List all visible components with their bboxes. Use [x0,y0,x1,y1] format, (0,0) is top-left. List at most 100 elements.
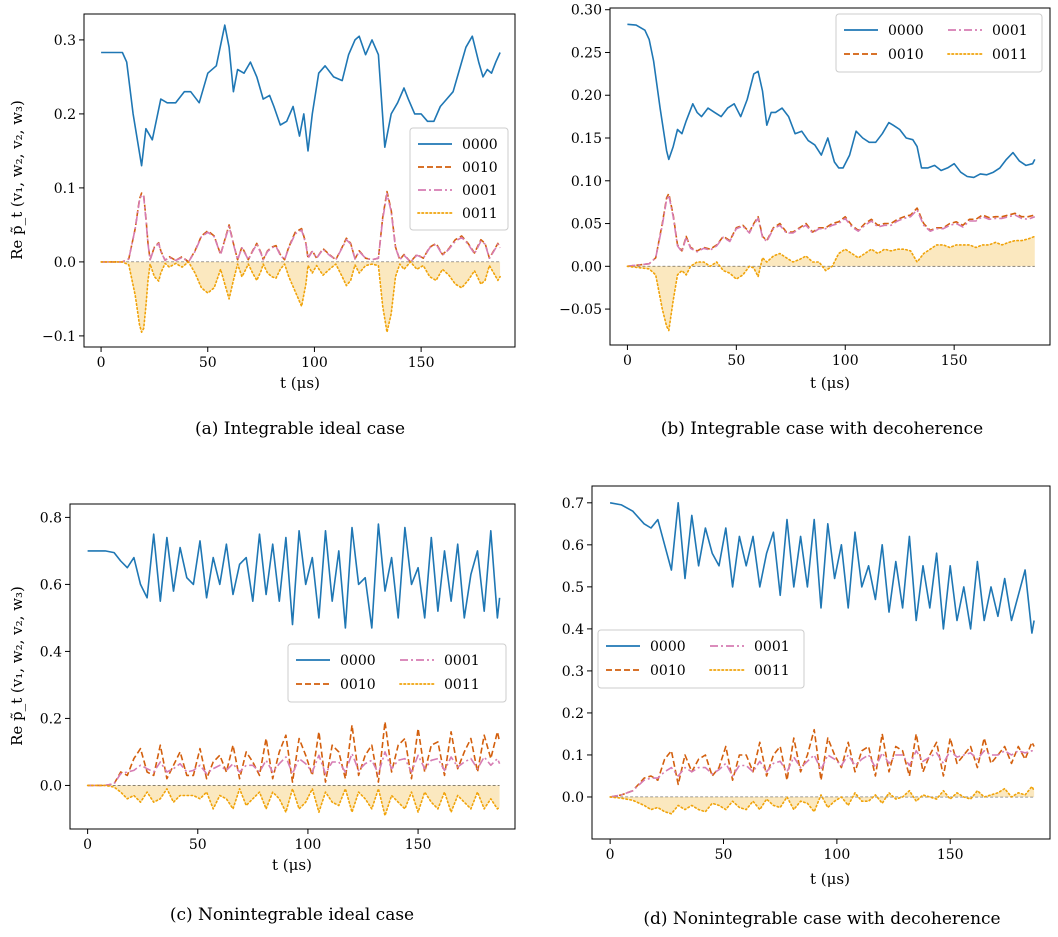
x-axis-label: t (μs) [810,374,850,392]
x-tick-label: 0 [97,355,106,371]
series-line-0011 [86,784,501,817]
y-tick-label: 0.5 [562,580,584,596]
legend-label-0010: 0010 [340,677,376,693]
series-line-0010 [609,728,1035,798]
y-tick-label: 0.20 [571,88,602,104]
y-tick-label: 0.2 [54,107,76,123]
legend-label-0010: 0010 [650,663,686,679]
series-fill-area [627,236,1035,331]
series-line-0001 [101,193,501,263]
x-tick-label: 50 [189,837,207,853]
panel-b: 0 50 100 150 −0.05 0.00 0.05 0.10 0.15 0.20 0.25 0.… [559,3,1051,439]
series-line-0001 [609,750,1035,798]
series-line-0001 [627,194,1036,268]
x-tick-label: 100 [832,353,859,369]
series-line-0011 [100,261,501,333]
x-tick-label: 50 [727,353,745,369]
y-tick-label: −0.05 [559,302,602,318]
x-tick-label: 100 [301,355,328,371]
caption-c: (c) Nonintegrable ideal case [170,905,414,925]
legend [835,13,1043,73]
legend-label-0010: 0010 [462,160,498,176]
panel-d: 0 50 100 150 0.0 0.1 0.2 0.3 0.4 0.5 0.6 0.7 t (μs)… [562,485,1051,929]
legend-label-0001: 0001 [462,183,498,199]
x-tick-label: 0 [623,353,632,369]
legend-label-0000: 0000 [888,23,924,39]
series-line-0011 [626,235,1036,332]
series-line-0000 [627,23,1036,179]
x-axis-label: t (μs) [810,870,850,888]
plot-frame [591,485,1051,840]
series-line-0000 [101,24,501,167]
series-line-0000 [609,502,1035,634]
legend-label-0001: 0001 [992,23,1028,39]
x-tick-label: 150 [408,355,435,371]
y-tick-label: 0.00 [571,259,602,275]
y-tick-label: 0.4 [40,644,62,660]
legend [287,643,507,703]
y-tick-label: 0.15 [571,131,602,147]
y-tick-label: 0.30 [571,3,602,19]
y-tick-label: 0.2 [40,711,62,727]
caption-d: (d) Nonintegrable case with decoherence [643,909,1000,929]
legend [409,127,509,231]
y-tick-label: 0.3 [562,664,584,680]
legend [597,629,805,689]
x-tick-label: 50 [199,355,217,371]
x-tick-label: 0 [606,847,615,863]
y-tick-label: 0.8 [40,510,62,526]
legend-label-0011: 0011 [462,206,498,222]
legend-label-0001: 0001 [754,639,790,655]
plot-frame [69,503,516,830]
series-line-0011 [609,785,1035,815]
legend-label-0011: 0011 [754,663,790,679]
x-tick-label: 150 [941,353,968,369]
x-axis-label: t (μs) [272,856,312,874]
series-fill-area [87,785,500,816]
plot-frame [83,13,516,348]
y-tick-label: 0.3 [54,33,76,49]
x-tick-label: 0 [83,837,92,853]
legend-label-0001: 0001 [444,653,480,669]
y-axis-label: Re p̃_t (v₁, w₂, v₂, w₃) [8,586,26,746]
y-tick-label: −0.1 [42,329,76,345]
x-tick-label: 150 [405,837,432,853]
series-line-0010 [627,192,1035,268]
plot-frame [609,7,1051,346]
y-tick-label: 0.6 [40,577,62,593]
y-tick-label: 0.05 [571,217,602,233]
y-tick-label: 0.1 [562,748,584,764]
x-tick-label: 150 [937,847,964,863]
y-tick-label: 0.0 [54,255,76,271]
legend-label-0011: 0011 [444,677,480,693]
series-line-0010 [87,721,501,787]
legend-label-0000: 0000 [462,137,498,153]
y-tick-label: 0.7 [562,496,584,512]
y-tick-label: 0.1 [54,181,76,197]
series-fill-area [101,261,501,333]
y-tick-label: 0.6 [562,538,584,554]
y-tick-label: 0.4 [562,622,584,638]
y-tick-label: 0.0 [562,790,584,806]
series-line-0001 [87,751,501,787]
y-tick-label: 0.25 [571,45,602,61]
panel-a: 0 50 100 150 −0.1 0.0 0.1 0.2 0.3 t (μs) Re p̃_t… [8,13,516,439]
legend-label-0000: 0000 [340,653,376,669]
x-tick-label: 100 [295,837,322,853]
legend-label-0000: 0000 [650,639,686,655]
series-fill-area [610,786,1035,814]
y-tick-label: 0.0 [40,778,62,794]
x-tick-label: 100 [824,847,851,863]
caption-a: (a) Integrable ideal case [195,419,405,439]
x-axis-label: t (μs) [280,374,320,392]
y-axis-label: Re p̃_t (v₁, w₂, v₂, w₃) [8,100,26,260]
legend-label-0011: 0011 [992,47,1028,63]
caption-b: (b) Integrable case with decoherence [661,419,983,439]
legend-label-0010: 0010 [888,47,924,63]
x-tick-label: 50 [715,847,733,863]
y-tick-label: 0.10 [571,174,602,190]
y-tick-label: 0.2 [562,706,584,722]
series-line-0000 [87,523,501,629]
panel-c: 0 50 100 150 0.0 0.2 0.4 0.6 0.8 t (μs) Re p̃_t … [8,503,516,925]
